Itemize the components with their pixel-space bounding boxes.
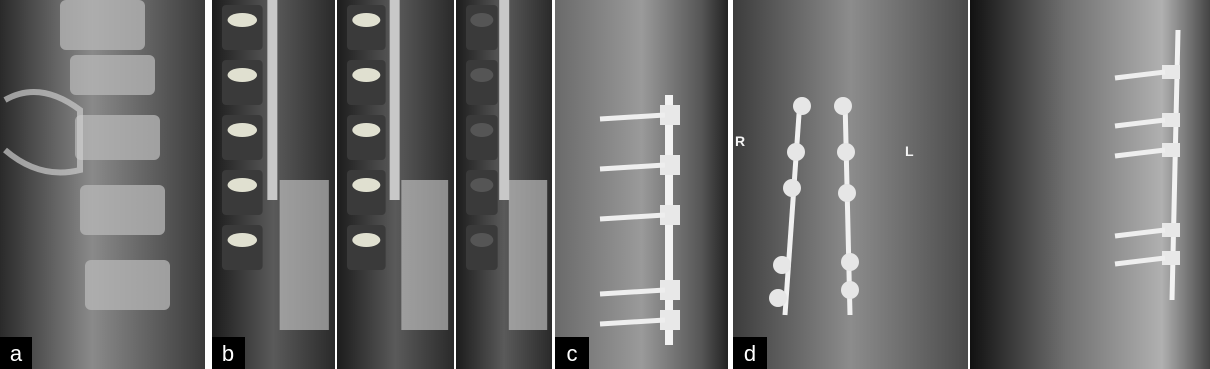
panel-label: d	[744, 341, 756, 366]
screw	[1114, 117, 1166, 129]
screw	[1114, 227, 1166, 239]
side-marker: R	[735, 133, 745, 149]
screw-head	[660, 205, 680, 225]
vertebra	[222, 5, 263, 50]
screw-head	[1162, 223, 1180, 237]
rod	[782, 99, 803, 316]
vertebra	[222, 225, 263, 270]
vertebra	[466, 225, 498, 270]
panel-label: c	[567, 341, 578, 366]
disc	[227, 13, 258, 27]
disc	[352, 123, 381, 137]
screw-head	[837, 143, 855, 161]
disc	[470, 178, 494, 192]
vertebra	[347, 5, 386, 50]
screw-head	[841, 281, 859, 299]
screw-head	[769, 289, 787, 307]
screw-head	[834, 97, 852, 115]
spinal-cord	[389, 0, 400, 200]
screw-head	[660, 280, 680, 300]
ring-shadow	[3, 89, 83, 176]
vertebra	[75, 115, 160, 160]
screw-head	[793, 97, 811, 115]
screw	[599, 287, 666, 297]
label-box	[212, 337, 245, 369]
disc	[352, 68, 381, 82]
vertebra	[70, 55, 155, 95]
panel-label: a	[10, 341, 23, 366]
screw	[599, 212, 666, 222]
disc	[470, 123, 494, 137]
vertebra	[222, 170, 263, 215]
screw-head	[1162, 113, 1180, 127]
screw-head	[1162, 251, 1180, 265]
xray-panel-d2	[970, 0, 1210, 369]
vertebra	[60, 0, 145, 50]
disc	[352, 178, 381, 192]
screw-head	[1162, 65, 1180, 79]
screw-head	[773, 256, 791, 274]
screw-head	[660, 155, 680, 175]
disc	[470, 233, 494, 247]
screw-head	[660, 105, 680, 125]
screw	[599, 317, 666, 327]
spinal-cord	[499, 0, 510, 200]
rod	[842, 99, 853, 316]
vertebra	[466, 115, 498, 160]
disc	[227, 178, 258, 192]
vertebra	[347, 115, 386, 160]
vertebra	[466, 5, 498, 50]
screw	[1114, 69, 1166, 81]
screw	[599, 112, 666, 122]
screw	[599, 162, 666, 172]
screw-head	[660, 310, 680, 330]
xray-panel-c	[555, 0, 728, 369]
soft-tissue	[401, 180, 449, 330]
label-box	[733, 337, 767, 369]
panel-label: b	[222, 341, 234, 366]
disc	[352, 233, 381, 247]
vertebra	[222, 115, 263, 160]
disc	[470, 68, 494, 82]
vertebra	[466, 170, 498, 215]
label-box	[0, 337, 32, 369]
screw-head	[838, 184, 856, 202]
vertebra	[347, 225, 386, 270]
screw-head	[841, 253, 859, 271]
anatomy	[3, 0, 1181, 345]
vertebra	[80, 185, 165, 235]
screw	[1114, 147, 1166, 159]
screw-head	[1162, 143, 1180, 157]
screw	[1114, 255, 1166, 267]
soft-tissue	[508, 180, 548, 330]
screw-head	[783, 179, 801, 197]
disc	[470, 13, 494, 27]
side-marker: L	[905, 143, 914, 159]
soft-tissue	[279, 180, 329, 330]
vertebra	[85, 260, 170, 310]
vertebra	[222, 60, 263, 105]
vertebra	[347, 60, 386, 105]
disc	[227, 123, 258, 137]
label-box	[555, 337, 589, 369]
disc	[227, 68, 258, 82]
disc	[352, 13, 381, 27]
vertebra	[347, 170, 386, 215]
screw-head	[787, 143, 805, 161]
disc	[227, 233, 258, 247]
vertebra	[466, 60, 498, 105]
spinal-cord	[267, 0, 278, 200]
